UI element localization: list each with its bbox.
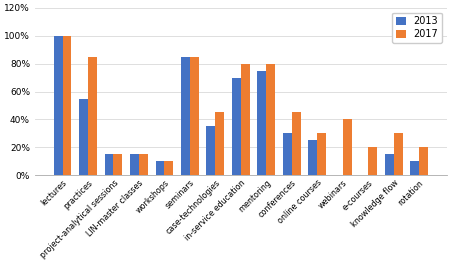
Bar — [88, 56, 97, 175]
Bar — [267, 64, 275, 175]
Bar — [54, 36, 63, 175]
Bar — [343, 120, 352, 175]
Bar — [216, 112, 224, 175]
Legend: 2013, 2017: 2013, 2017 — [392, 12, 442, 43]
Bar — [130, 154, 139, 175]
Bar — [190, 56, 199, 175]
Bar — [410, 161, 419, 175]
Bar — [156, 161, 165, 175]
Bar — [258, 70, 267, 175]
Bar — [165, 161, 173, 175]
Bar — [181, 56, 190, 175]
Bar — [139, 154, 148, 175]
Bar — [79, 98, 88, 175]
Bar — [308, 140, 318, 175]
Bar — [368, 147, 377, 175]
Bar — [318, 134, 326, 175]
Bar — [207, 126, 216, 175]
Bar — [63, 36, 71, 175]
Bar — [385, 154, 394, 175]
Bar — [114, 154, 122, 175]
Bar — [283, 134, 292, 175]
Bar — [419, 147, 428, 175]
Bar — [394, 134, 403, 175]
Bar — [105, 154, 114, 175]
Bar — [241, 64, 250, 175]
Bar — [292, 112, 301, 175]
Bar — [232, 78, 241, 175]
